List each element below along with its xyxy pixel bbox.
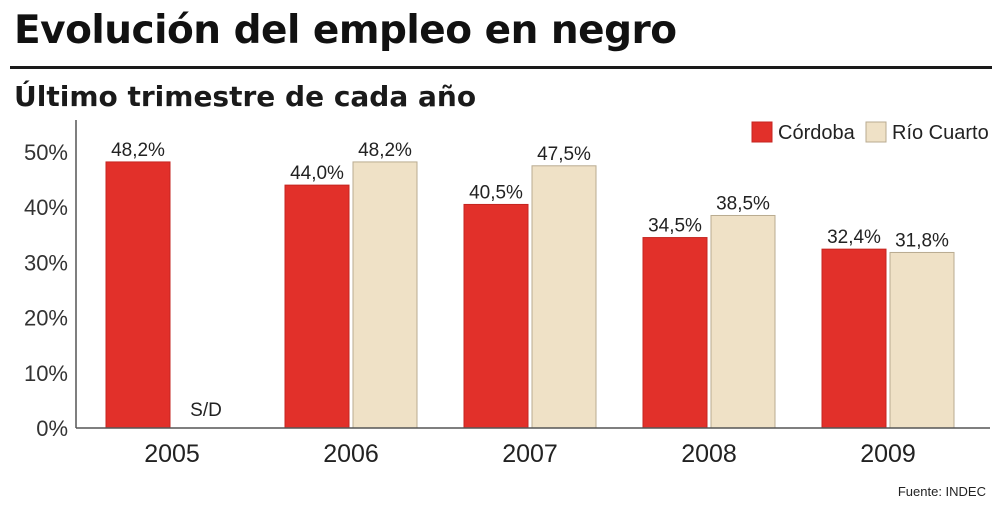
- data-label: 47,5%: [537, 144, 591, 165]
- y-tick-label: 10%: [24, 361, 68, 386]
- y-tick-label: 30%: [24, 250, 68, 275]
- data-label-nd: S/D: [190, 400, 222, 421]
- source-note: Fuente: INDEC: [897, 484, 986, 499]
- bar-rio-cuarto-2009: [889, 251, 955, 429]
- bar-rio-cuarto-2007: [531, 165, 597, 429]
- legend-label-cordoba: Córdoba: [778, 122, 856, 144]
- x-tick-label: 2007: [502, 440, 558, 468]
- data-label: 32,4%: [827, 227, 881, 248]
- data-label: 40,5%: [469, 182, 523, 203]
- x-tick-label: 2008: [681, 440, 737, 468]
- data-label: 48,2%: [358, 140, 412, 161]
- bar-cordoba-2006: [284, 184, 350, 429]
- bar-cordoba-2007: [463, 203, 529, 429]
- data-label: 44,0%: [290, 163, 344, 184]
- x-tick-label: 2006: [323, 440, 379, 468]
- y-tick-label: 0%: [36, 416, 68, 441]
- y-tick-label: 50%: [24, 140, 68, 165]
- chart-subtitle: Último trimestre de cada año: [14, 80, 477, 113]
- chart-title: Evolución del empleo en negro: [14, 8, 677, 53]
- x-tick-label: 2005: [144, 440, 200, 468]
- title-divider: [10, 66, 992, 69]
- data-label: 38,5%: [716, 193, 770, 214]
- legend-swatch-rio-cuarto: [865, 121, 887, 143]
- data-label: 31,8%: [895, 230, 949, 251]
- bar-cordoba-2008: [642, 237, 708, 429]
- bar-rio-cuarto-2006: [352, 161, 418, 429]
- bar-rio-cuarto-2008: [710, 214, 776, 429]
- x-tick-label: 2009: [860, 440, 916, 468]
- data-label: 48,2%: [111, 140, 165, 161]
- bar-cordoba-2005: [105, 161, 171, 429]
- legend-label-rio-cuarto: Río Cuarto: [892, 122, 989, 144]
- y-tick-label: 20%: [24, 306, 68, 331]
- bar-cordoba-2009: [821, 248, 887, 429]
- data-label: 34,5%: [648, 216, 702, 237]
- legend-swatch-cordoba: [751, 121, 773, 143]
- y-tick-label: 40%: [24, 195, 68, 220]
